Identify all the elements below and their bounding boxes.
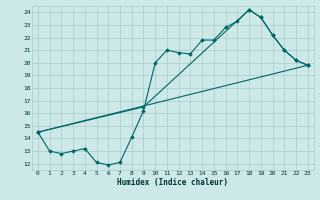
X-axis label: Humidex (Indice chaleur): Humidex (Indice chaleur) (117, 178, 228, 187)
